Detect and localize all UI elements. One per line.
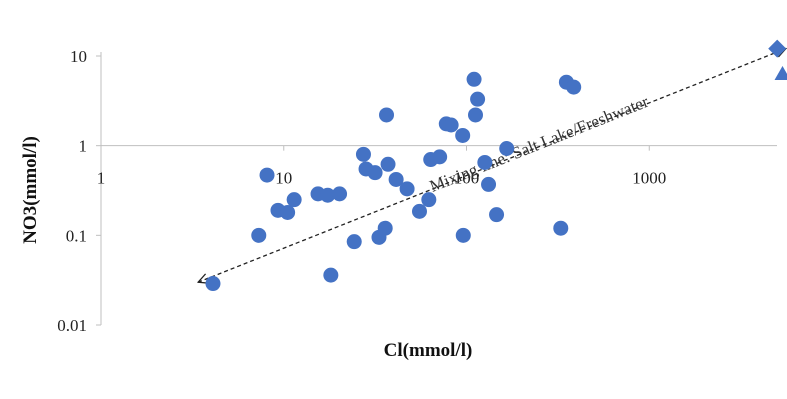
data-point	[432, 149, 448, 165]
data-point-triangle	[774, 65, 787, 80]
data-point	[251, 227, 267, 243]
data-point	[553, 220, 569, 236]
data-point	[367, 165, 383, 181]
data-point	[411, 203, 427, 219]
data-point	[380, 156, 396, 172]
mixing-line-arrow	[198, 49, 786, 283]
data-point	[466, 71, 482, 87]
x-tick-label: 1000	[632, 169, 666, 188]
data-point	[477, 154, 493, 170]
data-point	[455, 227, 471, 243]
data-point	[259, 167, 275, 183]
data-point-diamond	[768, 39, 787, 58]
y-tick-label: 0.01	[57, 316, 87, 335]
data-point	[280, 204, 296, 220]
data-point	[346, 234, 362, 250]
data-point	[205, 276, 221, 292]
data-point	[323, 267, 339, 283]
data-point	[566, 79, 582, 95]
data-point	[355, 146, 371, 162]
data-point	[286, 192, 302, 208]
data-point	[399, 181, 415, 197]
y-tick-label: 1	[79, 137, 88, 156]
data-point	[481, 176, 497, 192]
x-tick-label: 1	[97, 169, 106, 188]
x-axis-title: Cl(mmol/l)	[384, 340, 473, 361]
y-axis-title: NO3(mmol/l)	[20, 136, 41, 244]
data-point	[379, 107, 395, 123]
y-tick-label: 10	[70, 47, 87, 66]
data-point	[332, 186, 348, 202]
data-point	[489, 207, 505, 223]
x-tick-label: 10	[275, 169, 292, 188]
y-tick-label: 0.1	[66, 226, 87, 245]
data-point	[388, 171, 404, 187]
data-point	[377, 220, 393, 236]
data-point	[470, 91, 486, 107]
data-point	[421, 192, 437, 208]
data-point	[499, 140, 515, 156]
data-point	[320, 187, 336, 203]
data-point	[468, 107, 484, 123]
data-point	[443, 117, 459, 133]
data-point	[455, 127, 471, 143]
